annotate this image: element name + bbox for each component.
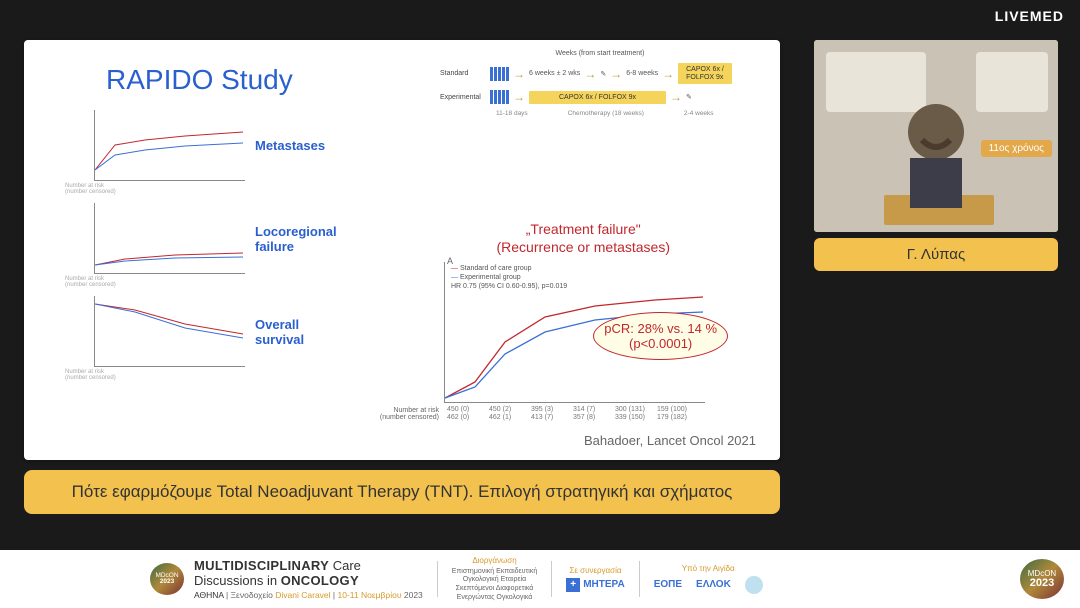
footer-bar: MDcON2023 MULTIDISCIPLINARY CareDiscussi… bbox=[0, 550, 1080, 608]
brand-logo: LIVEMED bbox=[995, 8, 1064, 24]
conference-logo-icon: MDcON2023 bbox=[1020, 559, 1064, 599]
mini-chart-label: Locoregional failure bbox=[255, 224, 337, 254]
surgery-icon: ✎ bbox=[686, 93, 692, 101]
footer-conference-title: MULTIDISCIPLINARY CareDiscussions in ONC… bbox=[194, 558, 423, 600]
talk-title-bar: Πότε εφαρμόζουμε Total Neoadjuvant Thera… bbox=[24, 470, 780, 514]
speaker-name: Γ. Λύπας bbox=[814, 238, 1058, 271]
speaker-panel: 11ος χρόνος Γ. Λύπας bbox=[814, 40, 1058, 271]
conference-logo-icon: MDcON2023 bbox=[150, 563, 184, 595]
presentation-slide: RAPIDO Study Number at risk(number censo… bbox=[24, 40, 780, 460]
mini-chart-label: Metastases bbox=[255, 138, 325, 153]
treatment-failure-heading: „Treatment failure" (Recurrence or metas… bbox=[496, 220, 670, 256]
footer-organizer: Διοργάνωση Επιστημονική Εκπαιδευτική Ογκ… bbox=[452, 556, 537, 603]
surgery-icon: ✎ bbox=[600, 70, 606, 78]
year-badge: 11ος χρόνος bbox=[981, 140, 1052, 157]
pcr-callout: pCR: 28% vs. 14 % (p<0.0001) bbox=[593, 312, 728, 360]
mini-chart: Number at risk(number censored) bbox=[94, 203, 245, 274]
speaker-camera: 11ος χρόνος bbox=[814, 40, 1058, 232]
mini-chart: Number at risk(number censored) bbox=[94, 296, 245, 367]
footer-cooperation: Σε συνεργασία +ΜΗΤΕΡΑ bbox=[566, 566, 624, 592]
mini-chart-label: Overall survival bbox=[255, 317, 304, 347]
mini-chart: Number at risk(number censored) bbox=[94, 110, 245, 181]
globe-icon bbox=[745, 576, 763, 594]
mini-charts-column: Number at risk(number censored) Metastase… bbox=[94, 110, 384, 389]
slide-credit: Bahadoer, Lancet Oncol 2021 bbox=[584, 433, 756, 448]
cross-icon: + bbox=[566, 578, 580, 592]
study-flow-diagram: Weeks (from start treatment) Standard →6… bbox=[440, 50, 760, 160]
footer-aegis: Υπό την Αιγίδα ΕΟΠΕ ΕΛΛΟΚ bbox=[654, 564, 763, 594]
